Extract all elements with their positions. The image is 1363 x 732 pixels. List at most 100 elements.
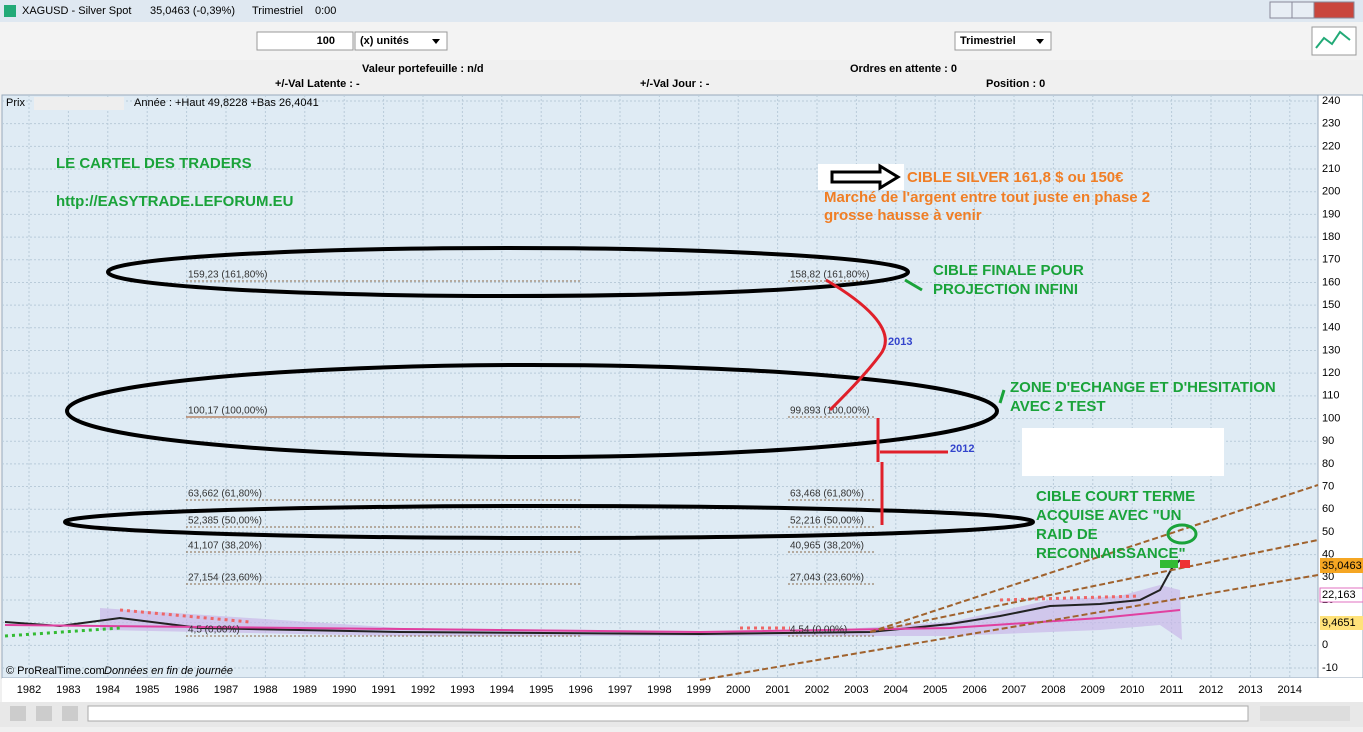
day-value: +/-Val Jour : -	[640, 78, 710, 90]
x-tick-label: 2006	[962, 684, 986, 696]
price-tag	[1320, 616, 1363, 630]
x-tick-label: 1991	[371, 684, 395, 696]
ellipse	[106, 246, 910, 298]
trend-line	[699, 484, 1319, 681]
y-tick-label: -10	[1322, 662, 1338, 674]
fib-label: 52,216 (50,00%)	[790, 516, 864, 527]
window-period: Trimestriel	[252, 5, 303, 17]
x-tick-label: 1986	[174, 684, 198, 696]
latent-value: +/-Val Latente : -	[275, 78, 360, 90]
x-tick-label: 1987	[214, 684, 238, 696]
minimize-button[interactable]	[1269, 1, 1293, 19]
print-button[interactable]	[10, 706, 26, 721]
y-tick-label: 220	[1322, 140, 1340, 152]
x-tick-label: 2008	[1041, 684, 1065, 696]
fib-label: 27,043 (23,60%)	[790, 573, 864, 584]
y-tick-label: 200	[1322, 186, 1340, 198]
x-tick-label: 1998	[647, 684, 671, 696]
ellipse	[63, 504, 1035, 540]
x-tick-label: 2004	[884, 684, 908, 696]
period-dropdown[interactable]	[954, 31, 1052, 51]
y-tick-label: 150	[1322, 299, 1340, 311]
dropdown-arrow	[432, 39, 440, 44]
price-tag-label: 22,163	[1322, 589, 1356, 601]
pointer	[904, 278, 1006, 404]
x-tick-label: 2009	[1081, 684, 1105, 696]
fib-label: 63,662 (61,80%)	[188, 489, 262, 500]
annotation: ZONE D'ECHANGE ET D'HESITATION	[1010, 379, 1276, 396]
title-bar	[0, 0, 1363, 22]
candle	[1160, 560, 1178, 568]
x-axis-area	[2, 678, 1363, 702]
annotation: AVEC 2 TEST	[1010, 398, 1106, 415]
x-tick-label: 2011	[1160, 684, 1184, 696]
y-tick-label: 50	[1322, 526, 1334, 538]
footer: Données en fin de journée	[104, 665, 233, 677]
annotation: CIBLE COURT TERME	[1036, 488, 1195, 505]
y-tick-label: 170	[1322, 254, 1340, 266]
y-tick-label: 80	[1322, 458, 1334, 470]
red-bracket	[876, 418, 948, 525]
print-button[interactable]	[36, 706, 52, 721]
period-value: Trimestriel	[960, 35, 1016, 47]
close-button[interactable]	[1313, 1, 1355, 19]
app-icon	[4, 5, 16, 17]
y-tick-label: 140	[1322, 322, 1340, 334]
ellipse	[65, 363, 999, 459]
x-tick-label: 1996	[568, 684, 592, 696]
pending-orders: Ordres en attente : 0	[850, 63, 957, 75]
blank-box	[1022, 428, 1224, 476]
x-tick-label: 1994	[490, 684, 514, 696]
zoom-buttons[interactable]	[1260, 706, 1350, 721]
y-tick-label: 100	[1322, 412, 1340, 424]
fib-label: 52,385 (50,00%)	[188, 516, 262, 527]
annotation: Marché de l'argent entre tout juste en p…	[824, 189, 1150, 206]
quantity-input[interactable]	[256, 31, 354, 51]
price-tag	[1319, 587, 1363, 603]
fib-label: 159,23 (161,80%)	[188, 270, 268, 281]
ellipse	[1166, 523, 1198, 545]
x-tick-label: 2012	[1199, 684, 1223, 696]
x-tick-label: 1997	[608, 684, 632, 696]
grid: 2402302202102001901801701601501401301201…	[2, 95, 1340, 696]
y-tick-label: 180	[1322, 231, 1340, 243]
y-tick-label: 70	[1322, 480, 1334, 492]
scrollbar[interactable]	[87, 705, 1249, 722]
price-line	[4, 559, 1181, 636]
maximize-button[interactable]	[1291, 1, 1315, 19]
chart-tools[interactable]	[34, 97, 124, 110]
annotation: ACQUISE AVEC "UN	[1036, 507, 1181, 524]
sar-dots	[119, 594, 1141, 630]
unit-dropdown[interactable]	[354, 31, 448, 51]
annotation: LE CARTEL DES TRADERS	[56, 155, 252, 172]
unit-value: (x) unités	[360, 35, 409, 47]
fib-label: 27,154 (23,60%)	[188, 573, 262, 584]
fib-label: 4,5 (0,00%)	[188, 625, 240, 636]
x-tick-label: 1999	[687, 684, 711, 696]
fib-label: 41,107 (38,20%)	[188, 541, 262, 552]
price-tag-label: 35,0463	[1322, 560, 1362, 572]
toolbar	[0, 22, 1363, 60]
arrow	[830, 163, 901, 191]
window-price: 35,0463 (-0,39%)	[150, 5, 235, 17]
y-tick-label: 160	[1322, 276, 1340, 288]
position: Position : 0	[986, 78, 1045, 90]
y-tick-label: 110	[1322, 390, 1340, 402]
x-tick-label: 2010	[1120, 684, 1144, 696]
dropdown-arrow	[1036, 39, 1044, 44]
tools-button[interactable]	[62, 706, 78, 721]
y-tick-label: 230	[1322, 118, 1340, 130]
candle	[1180, 560, 1190, 568]
price-label: Prix	[6, 97, 25, 109]
fib-label: 40,965 (38,20%)	[790, 541, 864, 552]
price-tag-label: 9,4651	[1322, 617, 1356, 629]
annotation: RECONNAISSANCE"	[1036, 545, 1186, 562]
y-tick-label: 60	[1322, 503, 1334, 515]
x-tick-label: 1982	[17, 684, 41, 696]
y-tick-label: 210	[1322, 163, 1340, 175]
x-tick-label: 2013	[1238, 684, 1262, 696]
x-tick-label: 2000	[726, 684, 750, 696]
x-tick-label: 1992	[411, 684, 435, 696]
sar-dots	[4, 626, 121, 638]
